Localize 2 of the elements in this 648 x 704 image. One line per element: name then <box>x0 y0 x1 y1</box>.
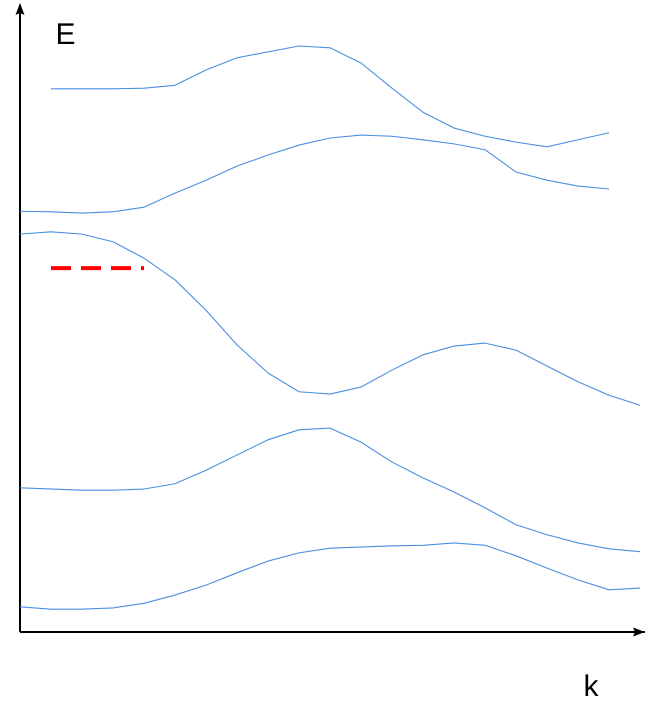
y-axis-title: E <box>58 23 74 44</box>
x-axis-title: k <box>586 674 599 696</box>
